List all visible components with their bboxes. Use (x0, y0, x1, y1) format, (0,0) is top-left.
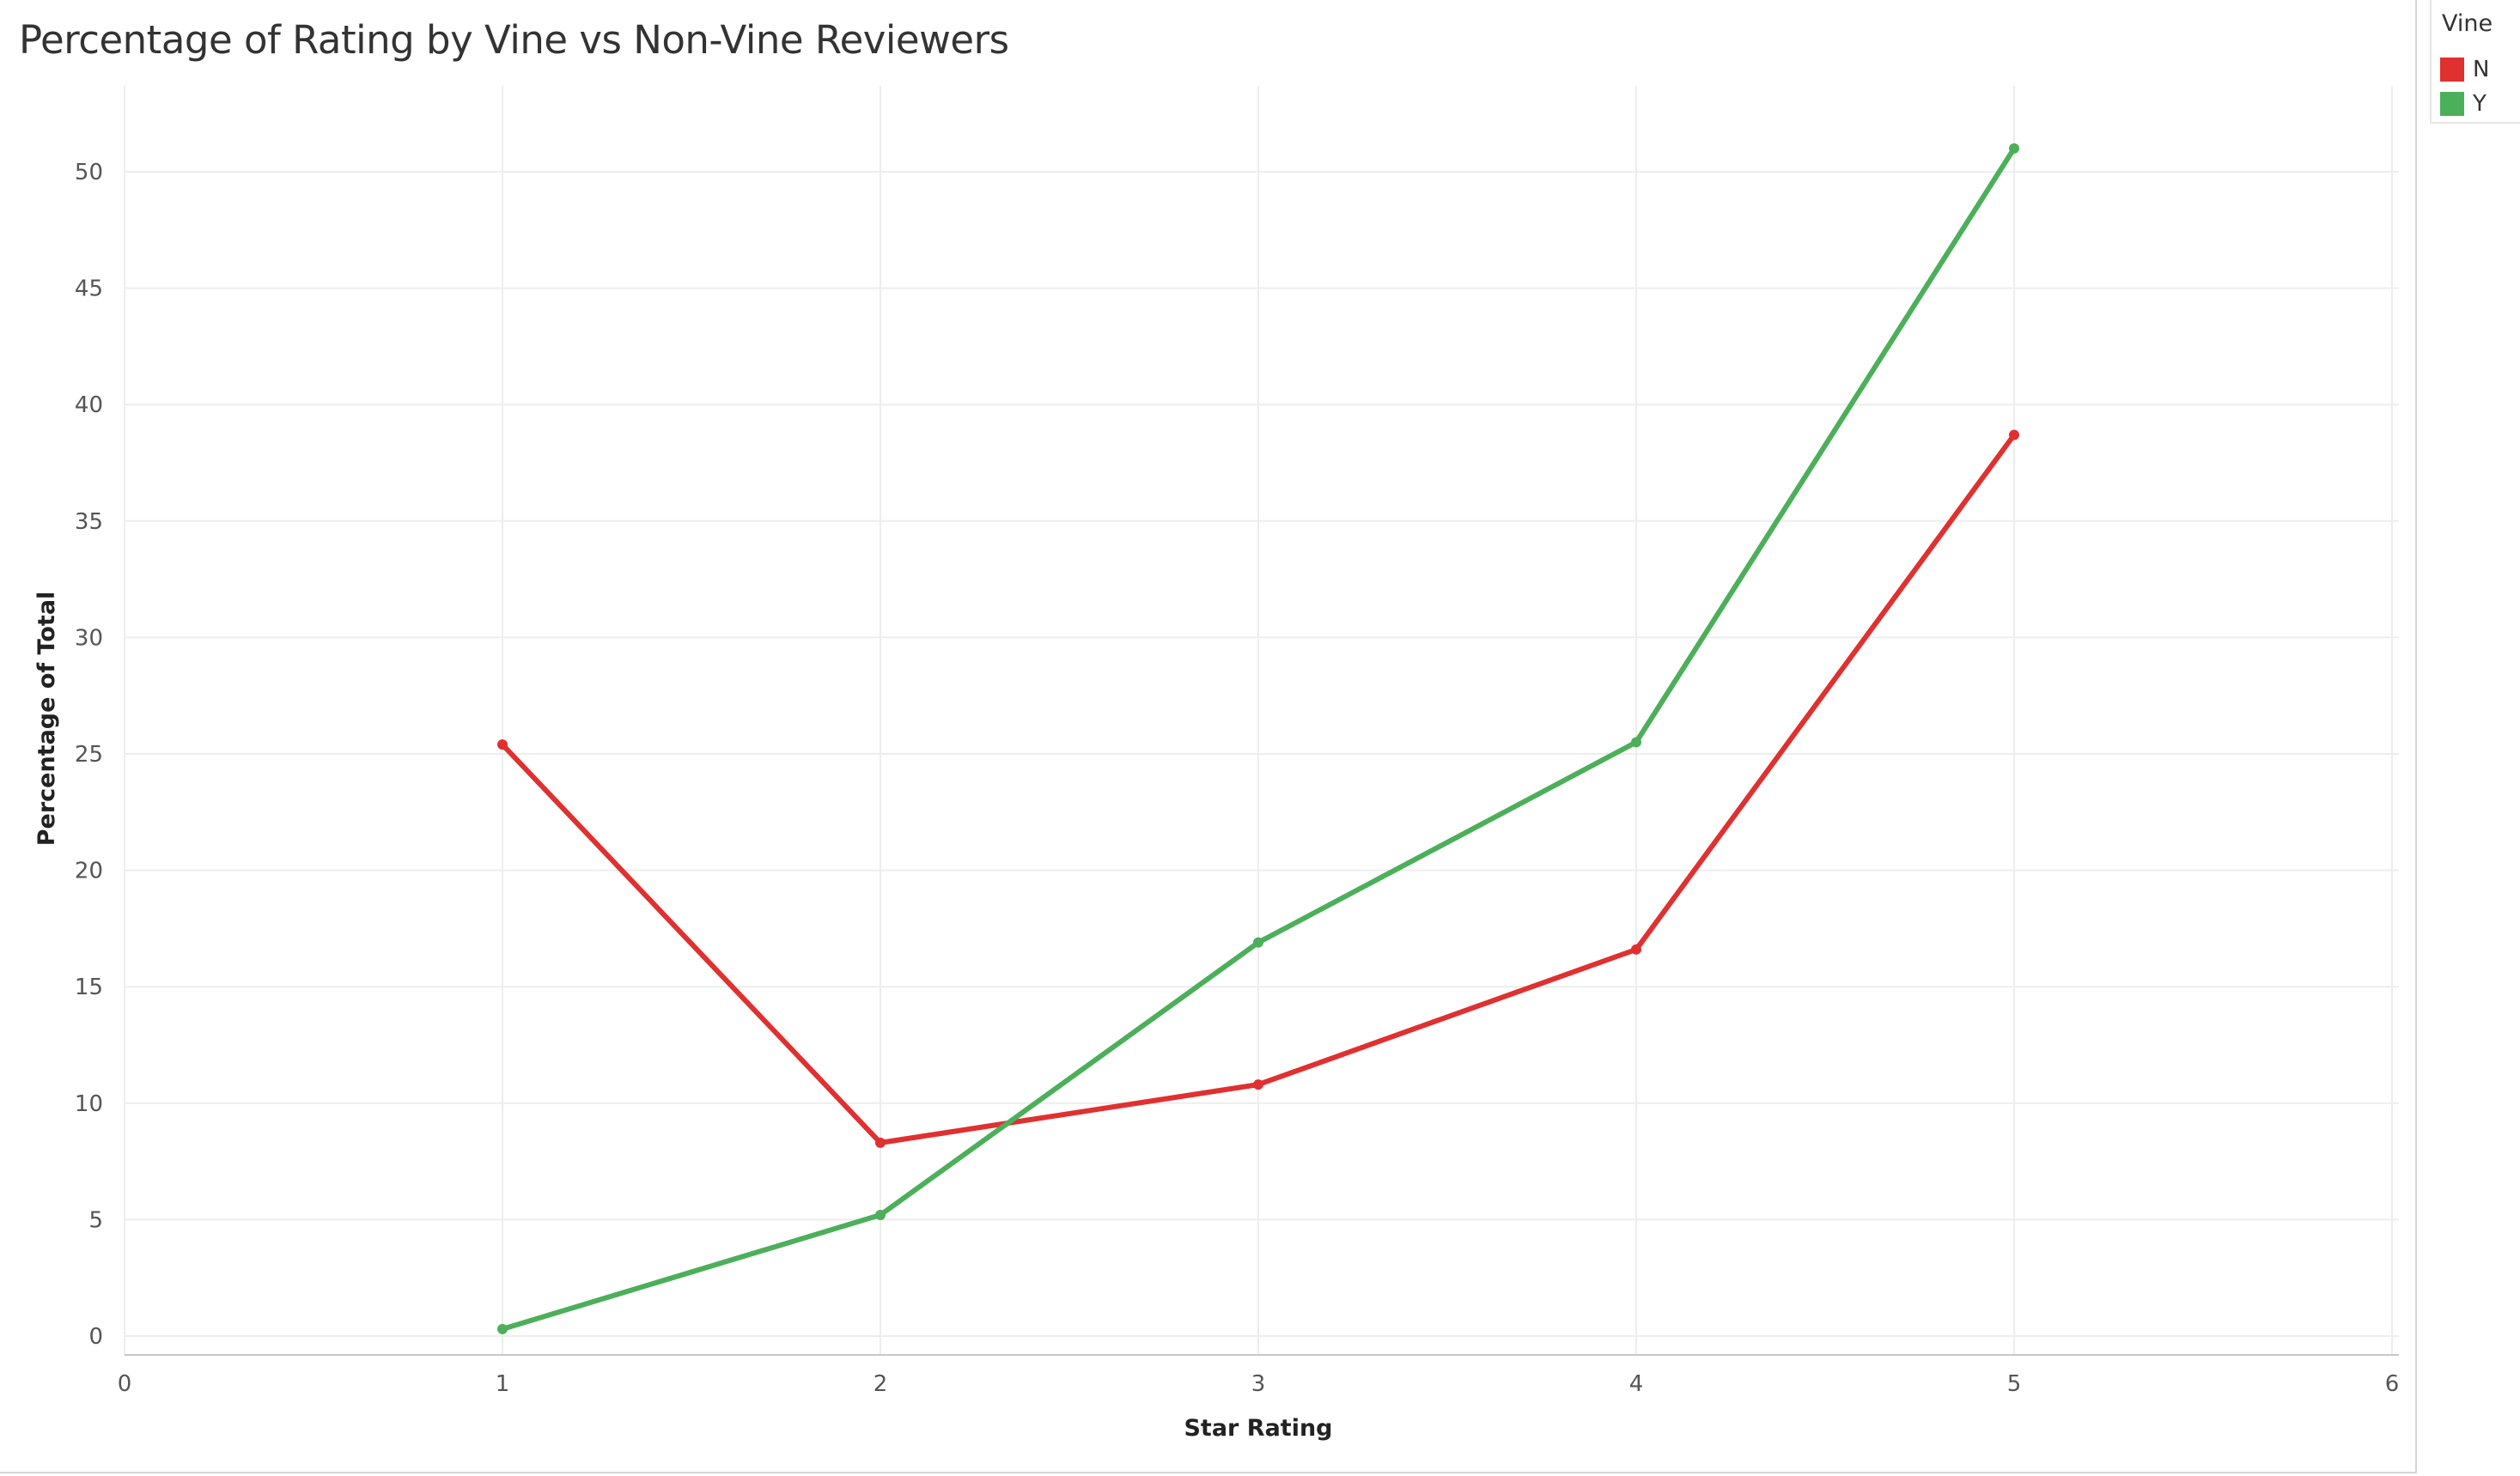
legend-label-y: Y (2473, 91, 2487, 117)
series-lines (497, 143, 2019, 1334)
y-tick-label: 25 (75, 742, 103, 768)
y-tick-label: 50 (75, 160, 103, 185)
data-point-n[interactable] (2009, 429, 2019, 440)
data-point-y[interactable] (497, 1323, 508, 1334)
viz-frame: Percentage of Rating by Vine vs Non-Vine… (0, 0, 2417, 1473)
x-tick-label: 6 (2385, 1371, 2400, 1397)
legend-label-n: N (2473, 57, 2490, 82)
x-tick-label: 5 (2007, 1371, 2022, 1397)
y-tick-label: 0 (88, 1324, 103, 1350)
x-axis-title: Star Rating (1184, 1415, 1332, 1442)
legend-item-y[interactable]: Y (2440, 91, 2487, 117)
y-tick-label: 35 (75, 509, 103, 535)
y-tick-label: 5 (88, 1207, 103, 1233)
legend[interactable]: Vine N Y (2430, 0, 2520, 124)
x-tick-label: 1 (496, 1371, 510, 1397)
data-point-n[interactable] (497, 739, 508, 750)
data-point-n[interactable] (1253, 1079, 1263, 1090)
y-tick-label: 30 (75, 625, 103, 651)
x-tick-label: 0 (118, 1371, 132, 1397)
legend-swatch-n (2440, 58, 2464, 82)
legend-swatch-y (2440, 92, 2464, 116)
y-tick-label: 10 (75, 1091, 103, 1117)
y-tick-label: 40 (75, 392, 103, 418)
data-point-y[interactable] (875, 1209, 886, 1220)
data-point-y[interactable] (1253, 937, 1263, 948)
y-axis-title: Percentage of Total (33, 592, 60, 847)
chart-title: Percentage of Rating by Vine vs Non-Vine… (19, 17, 1009, 63)
legend-item-n[interactable]: N (2440, 57, 2489, 82)
x-tick-label: 3 (1251, 1371, 1266, 1397)
data-point-n[interactable] (1631, 944, 1641, 955)
data-point-y[interactable] (1631, 737, 1641, 748)
y-tick-label: 45 (75, 276, 103, 302)
x-tick-label: 2 (873, 1371, 888, 1397)
data-point-y[interactable] (2009, 143, 2019, 154)
y-tick-label: 15 (75, 975, 103, 1000)
gridlines (124, 86, 2399, 1355)
x-tick-label: 4 (1629, 1371, 1644, 1397)
y-tick-label: 20 (75, 859, 103, 884)
legend-title: Vine (2442, 10, 2493, 37)
data-point-n[interactable] (875, 1137, 886, 1148)
